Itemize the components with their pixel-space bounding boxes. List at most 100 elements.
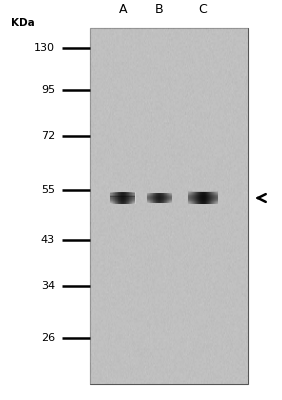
Bar bbox=[114, 192, 115, 204]
Text: 55: 55 bbox=[41, 185, 55, 195]
Bar bbox=[147, 198, 172, 199]
Bar bbox=[110, 200, 135, 201]
Bar bbox=[149, 193, 150, 203]
Text: A: A bbox=[118, 3, 127, 16]
Bar bbox=[161, 193, 162, 203]
Bar bbox=[170, 193, 171, 203]
Bar bbox=[209, 192, 210, 204]
Bar bbox=[147, 193, 172, 194]
Bar bbox=[127, 192, 128, 204]
Bar bbox=[217, 192, 218, 204]
Bar bbox=[147, 197, 172, 198]
Bar bbox=[116, 192, 117, 204]
Bar bbox=[125, 192, 126, 204]
Bar bbox=[188, 197, 218, 198]
Bar bbox=[204, 192, 205, 204]
Bar bbox=[122, 192, 123, 204]
Bar bbox=[158, 193, 159, 203]
Bar bbox=[168, 193, 169, 203]
Bar bbox=[216, 192, 217, 204]
Bar bbox=[147, 197, 172, 198]
Bar bbox=[147, 193, 172, 194]
Bar bbox=[167, 193, 168, 203]
Bar bbox=[116, 192, 117, 204]
Bar bbox=[188, 202, 218, 203]
Bar bbox=[118, 192, 119, 204]
Bar bbox=[147, 194, 172, 195]
Bar bbox=[188, 192, 218, 193]
Bar bbox=[164, 193, 165, 203]
Bar bbox=[110, 202, 135, 203]
Bar bbox=[153, 193, 154, 203]
Bar bbox=[147, 199, 172, 200]
Bar bbox=[162, 193, 163, 203]
Bar bbox=[121, 192, 122, 204]
Bar bbox=[188, 198, 218, 199]
Bar bbox=[194, 192, 195, 204]
Bar bbox=[110, 194, 135, 195]
Bar bbox=[189, 192, 190, 204]
Bar bbox=[213, 192, 214, 204]
Bar bbox=[147, 200, 172, 201]
Bar bbox=[110, 200, 135, 201]
Text: 72: 72 bbox=[41, 131, 55, 141]
Bar bbox=[130, 192, 131, 204]
Bar bbox=[110, 192, 135, 193]
Bar bbox=[147, 195, 172, 196]
Bar bbox=[208, 192, 209, 204]
Bar bbox=[210, 192, 211, 204]
Bar bbox=[110, 196, 135, 197]
Bar bbox=[110, 194, 135, 195]
Bar bbox=[110, 201, 135, 202]
Bar bbox=[110, 203, 135, 204]
Bar bbox=[188, 196, 218, 197]
Bar bbox=[110, 192, 135, 193]
Bar bbox=[166, 193, 167, 203]
Bar bbox=[214, 192, 215, 204]
Bar bbox=[118, 192, 119, 204]
Bar bbox=[188, 195, 218, 196]
Bar bbox=[126, 192, 127, 204]
Bar bbox=[188, 193, 218, 194]
Bar bbox=[158, 193, 159, 203]
Bar bbox=[188, 191, 218, 192]
Bar bbox=[198, 192, 199, 204]
Bar bbox=[165, 193, 166, 203]
Bar bbox=[133, 192, 134, 204]
Bar bbox=[110, 196, 135, 197]
Bar bbox=[211, 192, 212, 204]
Bar bbox=[110, 195, 135, 196]
Bar bbox=[206, 192, 207, 204]
Bar bbox=[110, 199, 135, 200]
Bar bbox=[199, 192, 200, 204]
Text: KDa: KDa bbox=[11, 18, 35, 28]
Bar bbox=[188, 194, 218, 195]
Bar bbox=[129, 192, 130, 204]
Bar bbox=[147, 196, 172, 197]
Bar bbox=[110, 200, 135, 201]
Bar bbox=[189, 192, 190, 204]
Bar bbox=[188, 199, 218, 200]
Bar bbox=[154, 193, 155, 203]
Bar bbox=[111, 192, 112, 204]
Bar bbox=[214, 192, 215, 204]
Bar bbox=[147, 199, 172, 200]
Bar bbox=[123, 192, 124, 204]
Bar bbox=[147, 194, 172, 195]
Bar bbox=[191, 192, 192, 204]
Bar bbox=[110, 199, 135, 200]
Bar bbox=[134, 192, 135, 204]
Bar bbox=[155, 193, 156, 203]
Bar bbox=[161, 193, 162, 203]
Bar bbox=[204, 192, 205, 204]
Bar bbox=[188, 195, 218, 196]
Bar bbox=[165, 193, 166, 203]
Bar bbox=[156, 193, 157, 203]
Text: 95: 95 bbox=[41, 85, 55, 95]
Bar bbox=[153, 193, 154, 203]
Bar bbox=[212, 192, 213, 204]
Bar bbox=[147, 194, 172, 195]
Text: 130: 130 bbox=[34, 43, 55, 53]
Bar bbox=[90, 28, 248, 384]
Bar bbox=[110, 201, 135, 202]
